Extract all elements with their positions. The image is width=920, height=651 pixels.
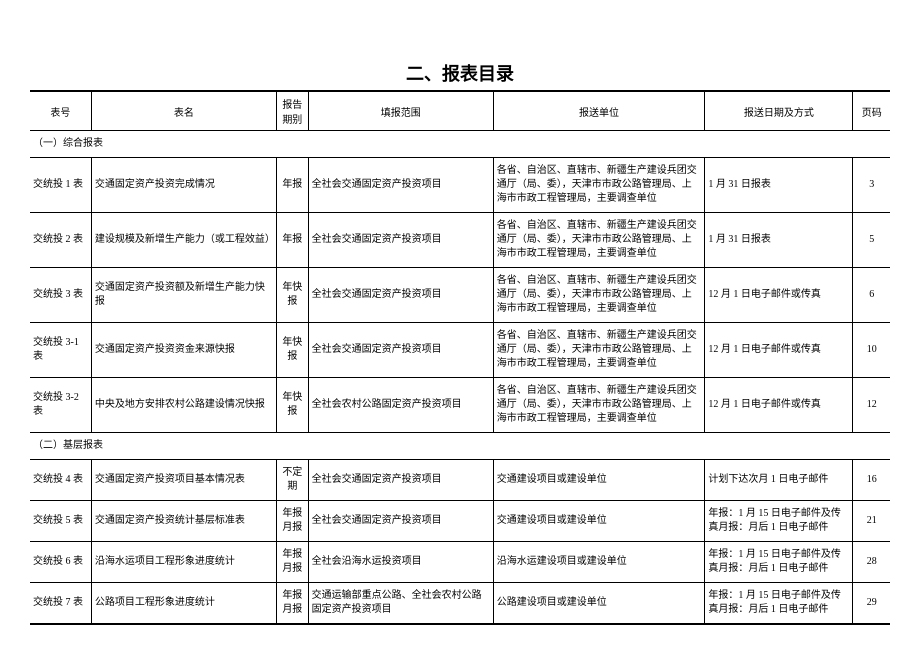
- cell-period: 年快报: [276, 268, 308, 323]
- section-label: （一）综合报表: [30, 131, 890, 158]
- cell-date: 12 月 1 日电子邮件或传真: [705, 268, 853, 323]
- cell-period: 年报月报: [276, 542, 308, 583]
- cell-scope: 全社会交通固定资产投资项目: [308, 323, 493, 378]
- table-row: 交统投 1 表交通固定资产投资完成情况年报全社会交通固定资产投资项目各省、自治区…: [30, 158, 890, 213]
- cell-name: 交通固定资产投资统计基层标准表: [91, 501, 276, 542]
- cell-date: 计划下达次月 1 日电子邮件: [705, 460, 853, 501]
- header-num: 表号: [30, 92, 91, 131]
- cell-scope: 全社会交通固定资产投资项目: [308, 158, 493, 213]
- cell-name: 建设规模及新增生产能力（或工程效益）: [91, 213, 276, 268]
- cell-date: 12 月 1 日电子邮件或传真: [705, 378, 853, 433]
- cell-date: 年报：1 月 15 日电子邮件及传真月报：月后 1 日电子邮件: [705, 501, 853, 542]
- cell-num: 交统投 4 表: [30, 460, 91, 501]
- cell-unit: 交通建设项目或建设单位: [493, 460, 705, 501]
- header-page: 页码: [853, 92, 890, 131]
- cell-name: 交通固定资产投资额及新增生产能力快报: [91, 268, 276, 323]
- cell-name: 沿海水运项目工程形象进度统计: [91, 542, 276, 583]
- cell-num: 交统投 1 表: [30, 158, 91, 213]
- cell-unit: 各省、自治区、直辖市、新疆生产建设兵团交通厅（局、委），天津市市政公路管理局、上…: [493, 158, 705, 213]
- cell-page: 16: [853, 460, 890, 501]
- cell-unit: 各省、自治区、直辖市、新疆生产建设兵团交通厅（局、委），天津市市政公路管理局、上…: [493, 213, 705, 268]
- cell-page: 6: [853, 268, 890, 323]
- cell-scope: 全社会交通固定资产投资项目: [308, 213, 493, 268]
- table-row: 交统投 3 表交通固定资产投资额及新增生产能力快报年快报全社会交通固定资产投资项…: [30, 268, 890, 323]
- cell-num: 交统投 5 表: [30, 501, 91, 542]
- cell-num: 交统投 2 表: [30, 213, 91, 268]
- cell-num: 交统投 3-1 表: [30, 323, 91, 378]
- cell-unit: 沿海水运建设项目或建设单位: [493, 542, 705, 583]
- cell-scope: 交通运输部重点公路、全社会农村公路固定资产投资项目: [308, 583, 493, 625]
- cell-name: 交通固定资产投资资金来源快报: [91, 323, 276, 378]
- cell-name: 交通固定资产投资完成情况: [91, 158, 276, 213]
- cell-page: 3: [853, 158, 890, 213]
- cell-date: 1 月 31 日报表: [705, 158, 853, 213]
- cell-period: 年报月报: [276, 501, 308, 542]
- cell-num: 交统投 3-2 表: [30, 378, 91, 433]
- cell-name: 交通固定资产投资项目基本情况表: [91, 460, 276, 501]
- header-date: 报送日期及方式: [705, 92, 853, 131]
- cell-unit: 交通建设项目或建设单位: [493, 501, 705, 542]
- table-row: 交统投 3-1 表交通固定资产投资资金来源快报年快报全社会交通固定资产投资项目各…: [30, 323, 890, 378]
- header-period: 报告期别: [276, 92, 308, 131]
- cell-period: 不定期: [276, 460, 308, 501]
- table-row: 交统投 2 表建设规模及新增生产能力（或工程效益）年报全社会交通固定资产投资项目…: [30, 213, 890, 268]
- table-row: 交统投 4 表交通固定资产投资项目基本情况表不定期全社会交通固定资产投资项目交通…: [30, 460, 890, 501]
- cell-page: 5: [853, 213, 890, 268]
- cell-period: 年报月报: [276, 583, 308, 625]
- table-row: 交统投 3-2 表中央及地方安排农村公路建设情况快报年快报全社会农村公路固定资产…: [30, 378, 890, 433]
- cell-num: 交统投 7 表: [30, 583, 91, 625]
- cell-page: 10: [853, 323, 890, 378]
- cell-date: 1 月 31 日报表: [705, 213, 853, 268]
- cell-period: 年快报: [276, 323, 308, 378]
- table-row: 交统投 6 表沿海水运项目工程形象进度统计年报月报全社会沿海水运投资项目沿海水运…: [30, 542, 890, 583]
- cell-name: 中央及地方安排农村公路建设情况快报: [91, 378, 276, 433]
- cell-date: 年报：1 月 15 日电子邮件及传真月报：月后 1 日电子邮件: [705, 542, 853, 583]
- table-row: 交统投 5 表交通固定资产投资统计基层标准表年报月报全社会交通固定资产投资项目交…: [30, 501, 890, 542]
- cell-period: 年报: [276, 213, 308, 268]
- table-header-row: 表号 表名 报告期别 填报范围 报送单位 报送日期及方式 页码: [30, 92, 890, 131]
- section-label: （二）基层报表: [30, 433, 890, 460]
- cell-page: 12: [853, 378, 890, 433]
- cell-name: 公路项目工程形象进度统计: [91, 583, 276, 625]
- cell-unit: 各省、自治区、直辖市、新疆生产建设兵团交通厅（局、委），天津市市政公路管理局、上…: [493, 378, 705, 433]
- cell-unit: 各省、自治区、直辖市、新疆生产建设兵团交通厅（局、委），天津市市政公路管理局、上…: [493, 323, 705, 378]
- table-row: 交统投 7 表公路项目工程形象进度统计年报月报交通运输部重点公路、全社会农村公路…: [30, 583, 890, 625]
- page-title: 二、报表目录: [30, 60, 890, 92]
- cell-scope: 全社会交通固定资产投资项目: [308, 501, 493, 542]
- section-row: （二）基层报表: [30, 433, 890, 460]
- cell-scope: 全社会农村公路固定资产投资项目: [308, 378, 493, 433]
- cell-date: 年报：1 月 15 日电子邮件及传真月报：月后 1 日电子邮件: [705, 583, 853, 625]
- header-unit: 报送单位: [493, 92, 705, 131]
- header-scope: 填报范围: [308, 92, 493, 131]
- cell-page: 21: [853, 501, 890, 542]
- cell-page: 28: [853, 542, 890, 583]
- section-row: （一）综合报表: [30, 131, 890, 158]
- header-name: 表名: [91, 92, 276, 131]
- cell-scope: 全社会交通固定资产投资项目: [308, 460, 493, 501]
- cell-num: 交统投 6 表: [30, 542, 91, 583]
- cell-num: 交统投 3 表: [30, 268, 91, 323]
- cell-period: 年报: [276, 158, 308, 213]
- cell-period: 年快报: [276, 378, 308, 433]
- cell-page: 29: [853, 583, 890, 625]
- cell-scope: 全社会交通固定资产投资项目: [308, 268, 493, 323]
- cell-scope: 全社会沿海水运投资项目: [308, 542, 493, 583]
- cell-unit: 各省、自治区、直辖市、新疆生产建设兵团交通厅（局、委），天津市市政公路管理局、上…: [493, 268, 705, 323]
- cell-unit: 公路建设项目或建设单位: [493, 583, 705, 625]
- cell-date: 12 月 1 日电子邮件或传真: [705, 323, 853, 378]
- report-table: 表号 表名 报告期别 填报范围 报送单位 报送日期及方式 页码 （一）综合报表交…: [30, 92, 890, 625]
